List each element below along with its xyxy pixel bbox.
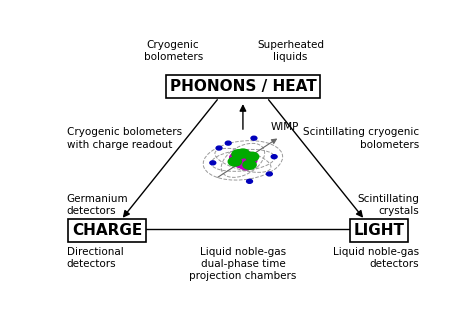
Text: Scintillating cryogenic
bolometers: Scintillating cryogenic bolometers xyxy=(303,127,419,149)
Circle shape xyxy=(232,150,245,159)
Text: CHARGE: CHARGE xyxy=(72,223,142,238)
Circle shape xyxy=(239,161,253,170)
Circle shape xyxy=(266,172,272,176)
Text: Germanium
detectors: Germanium detectors xyxy=(66,194,128,216)
Circle shape xyxy=(225,141,231,145)
Text: Scintillating
crystals: Scintillating crystals xyxy=(357,194,419,216)
Circle shape xyxy=(230,153,243,162)
Circle shape xyxy=(237,149,249,158)
Text: WIMP: WIMP xyxy=(271,122,299,132)
Circle shape xyxy=(251,136,257,140)
Circle shape xyxy=(271,155,277,159)
Circle shape xyxy=(243,160,256,169)
Text: PHONONS / HEAT: PHONONS / HEAT xyxy=(170,79,316,94)
Text: Cryogenic bolometers
with charge readout: Cryogenic bolometers with charge readout xyxy=(66,127,182,149)
Circle shape xyxy=(235,159,248,168)
Circle shape xyxy=(210,161,216,165)
Circle shape xyxy=(246,152,259,161)
Text: Superheated
liquids: Superheated liquids xyxy=(257,40,324,62)
Circle shape xyxy=(244,156,257,165)
Circle shape xyxy=(246,179,253,183)
Text: Liquid noble-gas
detectors: Liquid noble-gas detectors xyxy=(333,247,419,269)
Circle shape xyxy=(228,157,241,166)
Circle shape xyxy=(216,146,222,150)
Text: Directional
detectors: Directional detectors xyxy=(66,247,123,269)
Text: Cryogenic
bolometers: Cryogenic bolometers xyxy=(144,40,203,62)
Circle shape xyxy=(240,151,253,160)
Text: Liquid noble-gas
dual-phase time
projection chambers: Liquid noble-gas dual-phase time project… xyxy=(189,247,297,281)
Text: LIGHT: LIGHT xyxy=(353,223,404,238)
